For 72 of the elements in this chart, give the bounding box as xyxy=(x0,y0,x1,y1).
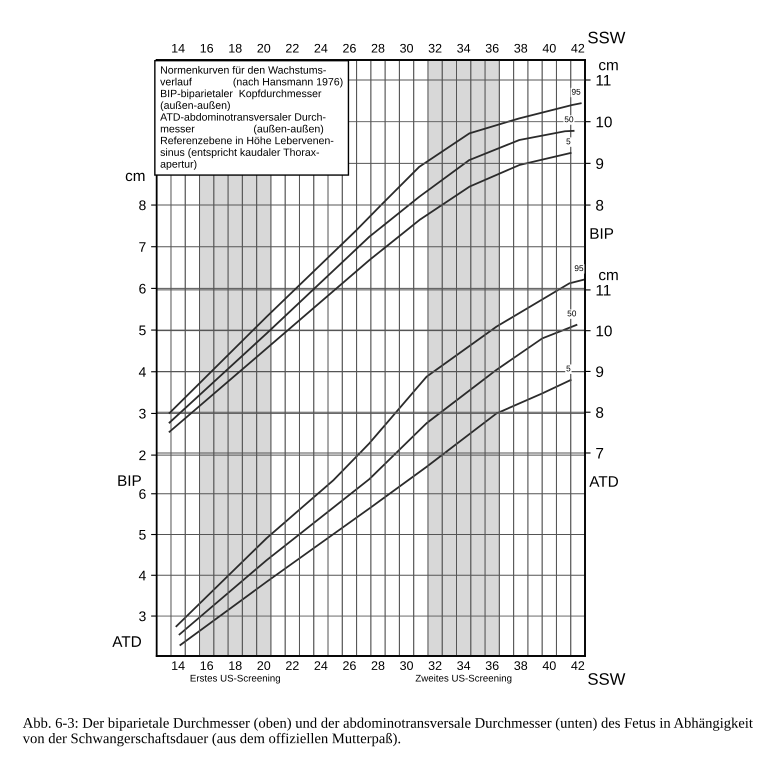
x2-tick-label: 16 xyxy=(200,661,214,670)
x2-tick-label: 42 xyxy=(571,661,584,670)
y2-tick-label: 11 xyxy=(596,75,611,86)
x-tick-label: 20 xyxy=(257,44,270,53)
x-tick-label: 36 xyxy=(486,44,499,53)
y2-tick-label: 7 xyxy=(596,448,604,459)
y2-tick-label: 9 xyxy=(596,366,604,378)
x2-tick-label: 40 xyxy=(542,661,556,670)
x2-tick-label: 38 xyxy=(514,661,528,670)
y-tick-label: 8 xyxy=(139,200,146,210)
y-tick-label: 4 xyxy=(138,570,146,580)
text: BIP xyxy=(118,475,141,486)
y-tick-label: 6 xyxy=(139,284,146,294)
y2-axis-title: cm xyxy=(599,62,618,70)
x2-tick-label: 30 xyxy=(400,661,414,670)
x-tick-label: 32 xyxy=(428,44,442,53)
y-tick-label: 5 xyxy=(139,530,146,540)
x-axis-title: SSW xyxy=(588,673,626,685)
line-series xyxy=(179,379,572,646)
y2-tick-label: 9 xyxy=(596,158,604,170)
y2-tick-label: 8 xyxy=(596,407,604,418)
y-tick-label: 3 xyxy=(139,611,146,622)
y-tick-label: 6 xyxy=(139,489,146,499)
y-axis-title: cm xyxy=(126,172,144,182)
x-tick-label: 18 xyxy=(229,44,242,53)
x-tick-label: 34 xyxy=(457,44,470,53)
y2-axis-title: cm xyxy=(599,272,618,280)
y-tick-label: 4 xyxy=(138,367,146,377)
x-tick-label: 42 xyxy=(571,44,584,53)
y-tick-label: 2 xyxy=(139,450,146,460)
x2-axis-title: SSW xyxy=(588,32,626,44)
series-label: 95 xyxy=(574,265,584,272)
text: BIP xyxy=(590,228,614,239)
x2-tick-label: 14 xyxy=(172,661,185,670)
x-tick-label: 30 xyxy=(400,44,414,53)
x2-tick-label: 24 xyxy=(314,661,328,670)
y-tick-label: 3 xyxy=(139,408,146,419)
x2-tick-label: 20 xyxy=(257,661,270,670)
band-label: Erstes US-Screening xyxy=(190,674,280,684)
y-tick-label: 5 xyxy=(139,326,146,336)
series-label: 5 xyxy=(566,138,570,144)
x-tick-label: 16 xyxy=(200,44,214,53)
x-tick-label: 26 xyxy=(343,44,356,53)
line-series xyxy=(178,324,578,636)
y2-tick-label: 10 xyxy=(596,326,612,336)
x2-tick-label: 34 xyxy=(457,661,470,670)
x-tick-label: 22 xyxy=(286,44,299,53)
x-tick-label: 28 xyxy=(372,44,384,53)
x2-tick-label: 32 xyxy=(428,661,442,670)
x-tick-label: 24 xyxy=(314,44,328,53)
caption: Abb. 6-3: Der biparietale Durchmesser (oben) und der abdominotransversale Durchmesser (unten) des Fetus in Abhängigkeit von der Schwangerschaftsdauer (aus dem offiziellen Mutterpaß). xyxy=(22,718,753,746)
series-label: 50 xyxy=(564,116,574,122)
x-tick-label: 14 xyxy=(172,44,185,53)
x2-tick-label: 36 xyxy=(486,661,499,670)
y-tick-label: 7 xyxy=(139,242,146,252)
y2-tick-label: 8 xyxy=(596,200,604,211)
band-label: Zweites US-Screening xyxy=(416,674,512,684)
y2-tick-label: 10 xyxy=(596,116,612,128)
x-tick-label: 40 xyxy=(542,44,556,53)
x2-tick-label: 22 xyxy=(286,661,299,670)
x2-tick-label: 26 xyxy=(343,661,356,670)
text: Normenkurven für den Wachstums- verlauf (nach Hansmann 1976) BIP-biparietaler Kopfdurchmesser (außen-außen) ATD-abdominotransversaler Durch- messer (außen-außen) Referenzebene in Höhe Lebervenen- sinus (entspricht kaudaler Thorax- apertur) xyxy=(160,66,343,170)
x2-tick-label: 28 xyxy=(372,661,384,670)
y2-tick-label: 11 xyxy=(596,284,611,296)
text: ATD xyxy=(589,476,618,487)
line-series xyxy=(175,278,584,628)
series-label: 5 xyxy=(566,366,570,372)
series-label: 50 xyxy=(568,310,576,316)
x-tick-label: 38 xyxy=(514,44,528,53)
series-label: 95 xyxy=(572,88,580,95)
text: ATD xyxy=(112,636,141,647)
x2-tick-label: 18 xyxy=(229,661,242,670)
